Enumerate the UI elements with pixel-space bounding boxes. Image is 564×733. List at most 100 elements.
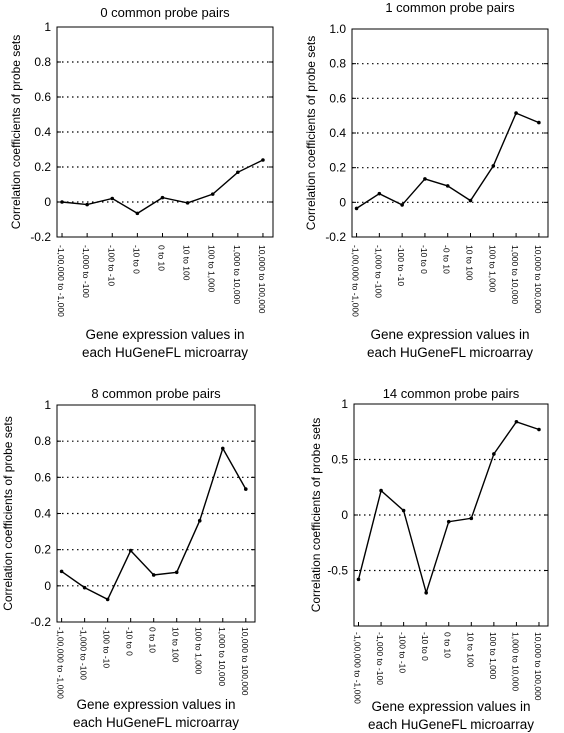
x-tick-label: -10 to 0: [125, 627, 135, 656]
chart-panel-2: -0.2 0 0.2 0.4 0.6 0.8 1.0 -1,00,000 to -1,000 -…: [304, 0, 549, 360]
x-tick-label: 1,000 to 10,000: [510, 245, 520, 304]
data-point: [537, 427, 541, 432]
x-tick-label: -1,00,000 to -1,000: [351, 245, 361, 317]
y-tick-label: 0.8: [329, 57, 346, 71]
x-tick-label: 10,000 to 100,000: [533, 245, 543, 314]
y-tick-label: -0.2: [30, 230, 51, 244]
data-point: [110, 196, 115, 201]
y-tick-label: -0.2: [30, 615, 51, 629]
data-point: [445, 184, 450, 188]
data-point: [537, 120, 541, 125]
x-tick-label: 10,000 to 100,000: [257, 245, 267, 314]
y-tick-label: 1: [44, 398, 51, 412]
data-point: [446, 519, 451, 524]
chart-title: 0 common probe pairs: [100, 5, 230, 20]
data-point: [85, 202, 89, 207]
x-axis-label-line-1: Gene expression values in: [371, 699, 530, 714]
data-point: [423, 177, 427, 181]
data-point: [401, 508, 406, 513]
x-tick-label: -1,00,000 to -1,000: [56, 245, 66, 317]
data-point: [243, 487, 248, 491]
x-tick-label: 1,000 to 10,000: [217, 627, 227, 686]
x-tick-label: 100 to 1,000: [487, 245, 497, 293]
y-tick-label: 0.8: [34, 55, 51, 69]
x-axis-label-line-2: each HuGeneFL microarray: [368, 717, 534, 732]
series-line: [61, 159, 264, 215]
axes-box: [351, 28, 549, 238]
x-tick-label: 10 to 100: [465, 632, 475, 668]
x-tick-label: -10 to 0: [419, 245, 429, 274]
y-axis-label: Correlation coefficients of probe sets: [1, 416, 15, 611]
data-point: [379, 488, 383, 493]
x-tick-label: 10,000 to 100,000: [533, 632, 543, 701]
x-tick-label: 10 to 100: [171, 627, 181, 663]
x-axis-label-line-2: each HuGeneFL microarray: [82, 345, 248, 360]
y-tick-label: 0.5: [331, 453, 348, 467]
x-tick-label: 1,000 to 10,000: [232, 245, 242, 304]
x-tick-label: -100 to -10: [398, 632, 408, 673]
data-point: [492, 452, 496, 456]
data-point: [135, 211, 140, 216]
x-tick-label: -1,000 to -100: [375, 632, 385, 685]
x-tick-label: -1,000 to -100: [79, 627, 89, 680]
x-tick-label: -10 to 0: [420, 632, 430, 661]
data-point: [174, 570, 179, 575]
data-point: [82, 585, 87, 590]
data-point: [185, 201, 190, 205]
x-tick-label: -100 to -10: [106, 245, 116, 286]
y-tick-label: 0.6: [34, 470, 51, 484]
y-tick-label: -0.5: [327, 564, 348, 578]
y-tick-label: 0.6: [34, 90, 51, 104]
data-point: [424, 590, 428, 595]
y-tick-label: 0.8: [34, 434, 51, 448]
data-point: [60, 200, 64, 204]
y-axis-label: Correlation coefficients of probe sets: [309, 418, 323, 613]
x-tick-label: 0 to 10: [443, 632, 453, 658]
x-tick-label: 1,000 to 10,000: [510, 632, 520, 691]
data-point: [105, 597, 110, 602]
y-tick-label: -0.2: [325, 230, 346, 244]
y-axis-label: Correlation coefficients of probe sets: [304, 36, 318, 231]
y-tick-label: 0: [341, 508, 348, 522]
y-tick-label: 0.2: [329, 161, 346, 175]
x-tick-label: -100 to -10: [396, 245, 406, 286]
data-point: [468, 198, 473, 203]
chart-title: 8 common probe pairs: [91, 386, 221, 401]
data-point: [514, 111, 518, 115]
axes-box: [353, 403, 549, 627]
x-tick-label: 0 to 10: [156, 245, 166, 271]
y-tick-label: 0: [339, 195, 346, 209]
series-line: [356, 112, 540, 209]
y-tick-label: 0: [44, 195, 51, 209]
x-axis-label-line-2: each HuGeneFL microarray: [73, 715, 239, 730]
data-point: [377, 191, 382, 196]
y-tick-label: 1: [44, 20, 51, 34]
chart-panel-3: -0.2 0 0.2 0.4 0.6 0.8 1 -1,00,000 to -1,000 -1,…: [1, 386, 256, 730]
chart-panel-1: -0.2 0 0.2 0.4 0.6 0.8 1 -1,00,000 to -1,000 -1,…: [9, 5, 274, 360]
x-tick-label: -1,00,000 to -1,000: [353, 632, 363, 704]
data-point: [220, 446, 225, 451]
x-axis-label-line-1: Gene expression values in: [85, 327, 244, 342]
x-axis-label-line-1: Gene expression values in: [370, 327, 529, 342]
x-tick-label: -10 to 0: [131, 245, 141, 274]
y-tick-label: 0.4: [34, 507, 51, 521]
data-point: [354, 206, 359, 211]
data-point: [514, 419, 519, 424]
x-tick-label: -1,000 to -100: [81, 245, 91, 298]
x-tick-label: -0 to 10: [442, 245, 452, 274]
data-point: [128, 548, 133, 553]
chart-panel-4: -0.5 0 0.5 1 -1,00,000 to -1,000 -1,000 to -1…: [309, 386, 549, 732]
x-tick-label: 100 to 1,000: [194, 627, 204, 675]
x-tick-label: 10,000 to 100,000: [240, 627, 250, 696]
x-tick-label: 100 to 1,000: [207, 245, 217, 293]
data-point: [210, 192, 215, 196]
data-point: [151, 573, 156, 577]
x-tick-label: -1,000 to -100: [373, 245, 383, 298]
data-point: [491, 164, 496, 168]
y-axis-label: Correlation coefficients of probe sets: [9, 35, 23, 230]
x-axis-label-line-1: Gene expression values in: [76, 697, 235, 712]
y-tick-label: 1: [341, 397, 348, 411]
data-point: [356, 577, 361, 582]
x-tick-label: -1,00,000 to -1,000: [56, 627, 66, 699]
y-tick-label: 0.4: [34, 125, 51, 139]
